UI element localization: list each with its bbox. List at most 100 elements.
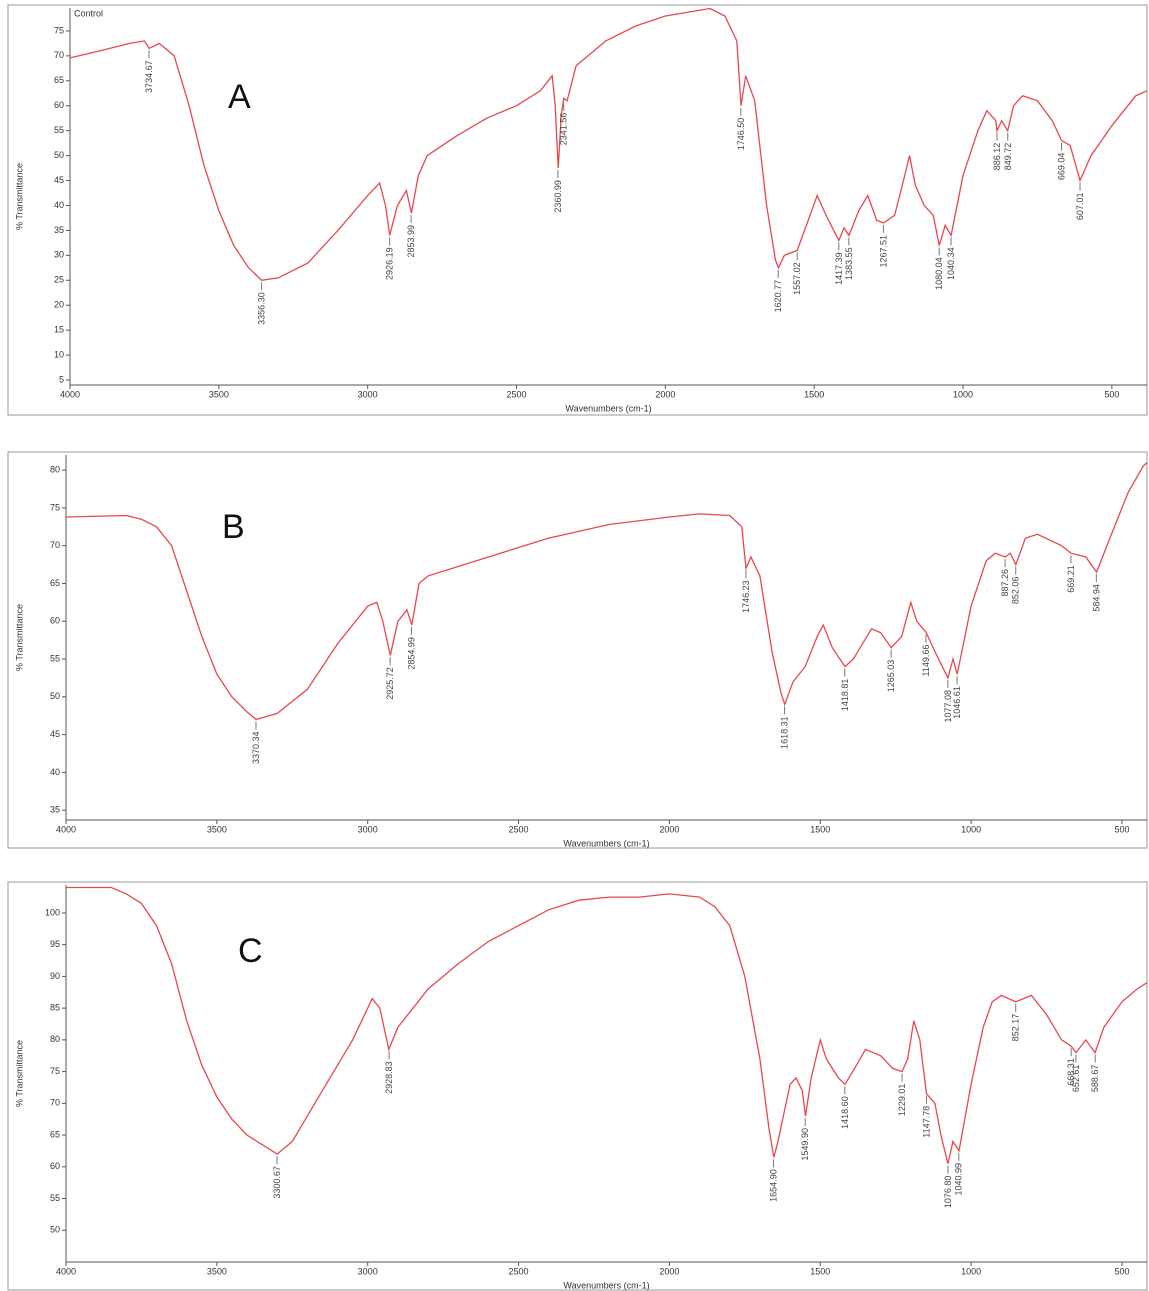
x-axis-label: Wavenumbers (cm-1)	[563, 838, 649, 848]
peak-label: 887.26	[1000, 569, 1010, 597]
peak-label: 1557.02	[792, 262, 802, 295]
x-tick-label: 2000	[655, 389, 675, 399]
x-tick-label: 500	[1104, 389, 1119, 399]
peak-label: 886.12	[992, 143, 1002, 171]
peak-label: 1229.01	[897, 1084, 907, 1117]
panel-frame	[7, 881, 1148, 1291]
y-axis-label: % Transmittance	[14, 163, 24, 230]
y-tick-label: 85	[50, 1003, 60, 1013]
y-tick-label: 60	[50, 616, 60, 626]
peak-label: 652.61	[1071, 1065, 1081, 1093]
peak-label: 2854.99	[406, 637, 416, 670]
peak-label: 669.04	[1057, 153, 1067, 181]
y-tick-label: 30	[54, 250, 64, 260]
peak-label: 1267.51	[878, 235, 888, 268]
y-axis-label: % Transmittance	[14, 604, 24, 671]
y-tick-label: 60	[50, 1161, 60, 1171]
y-tick-label: 70	[50, 1098, 60, 1108]
peak-label: 1746.23	[741, 580, 751, 613]
y-tick-label: 70	[54, 50, 64, 60]
peak-label: 668.31	[1066, 1058, 1076, 1086]
x-tick-label: 2000	[659, 824, 679, 834]
x-tick-label: 1000	[961, 1266, 981, 1276]
x-tick-label: 2500	[509, 824, 529, 834]
peak-label: 2360.99	[553, 180, 563, 213]
peak-label: 852.06	[1011, 577, 1021, 605]
peak-label: 2341.56	[559, 113, 569, 146]
y-tick-label: 65	[50, 1129, 60, 1139]
spectrum-line	[65, 462, 1148, 721]
spectrum-line	[66, 886, 1148, 1164]
x-tick-label: 1500	[804, 389, 824, 399]
y-tick-label: 100	[45, 907, 60, 917]
x-tick-label: 3500	[209, 389, 229, 399]
peak-label: 2853.99	[406, 225, 416, 258]
peak-label: 584.94	[1091, 584, 1101, 612]
y-tick-label: 15	[54, 325, 64, 335]
y-tick-label: 50	[54, 150, 64, 160]
panel-frame	[7, 451, 1148, 849]
y-tick-label: 75	[54, 25, 64, 35]
y-tick-label: 45	[50, 729, 60, 739]
peak-label: 1654.90	[769, 1169, 779, 1202]
panel-frame	[7, 4, 1148, 416]
x-tick-label: 1000	[953, 389, 973, 399]
peak-label: 3356.30	[257, 292, 267, 325]
peak-label: 1383.55	[844, 247, 854, 280]
x-tick-label: 3500	[207, 1266, 227, 1276]
x-tick-label: 1500	[810, 824, 830, 834]
y-tick-label: 55	[50, 1193, 60, 1203]
peak-label: 1620.77	[773, 280, 783, 313]
x-tick-label: 3000	[358, 824, 378, 834]
y-axis-label: % Transmittance	[14, 1040, 24, 1107]
y-tick-label: 65	[54, 75, 64, 85]
peak-label: 588.67	[1090, 1065, 1100, 1093]
peak-label: 607.01	[1075, 193, 1085, 221]
y-tick-label: 95	[50, 939, 60, 949]
peak-label: 1080.04	[934, 257, 944, 290]
x-tick-label: 2500	[509, 1266, 529, 1276]
panel-title: Control	[74, 8, 103, 18]
spectrum-line	[69, 7, 1148, 281]
y-tick-label: 50	[50, 1225, 60, 1235]
peak-label: 1746.50	[736, 118, 746, 151]
panel-letter: C	[238, 932, 263, 970]
y-tick-label: 10	[54, 349, 64, 359]
panel-letter: B	[222, 508, 245, 546]
x-tick-label: 3500	[207, 824, 227, 834]
peak-label: 2928.83	[384, 1061, 394, 1094]
peak-label: 1265.03	[886, 660, 896, 693]
y-tick-label: 75	[50, 1066, 60, 1076]
y-tick-label: 40	[50, 767, 60, 777]
peak-label: 3370.34	[251, 731, 261, 764]
y-tick-label: 65	[50, 578, 60, 588]
y-tick-label: 35	[50, 805, 60, 815]
peak-label: 852.17	[1011, 1014, 1021, 1042]
peak-label: 2926.19	[385, 247, 395, 280]
y-tick-label: 75	[50, 502, 60, 512]
x-tick-label: 2000	[659, 1266, 679, 1276]
peak-label: 1618.31	[780, 716, 790, 749]
peak-label: 1076.80	[943, 1176, 953, 1209]
x-tick-label: 500	[1114, 1266, 1129, 1276]
x-tick-label: 3000	[358, 389, 378, 399]
y-tick-label: 50	[50, 691, 60, 701]
peak-label: 1040.99	[954, 1163, 964, 1196]
peak-label: 849.72	[1003, 143, 1013, 171]
peak-label: 3300.67	[272, 1166, 282, 1199]
y-tick-label: 35	[54, 225, 64, 235]
y-tick-label: 80	[50, 1034, 60, 1044]
x-tick-label: 500	[1114, 824, 1129, 834]
y-tick-label: 45	[54, 175, 64, 185]
peak-label: 1046.61	[952, 686, 962, 719]
y-tick-label: 25	[54, 275, 64, 285]
x-tick-label: 4000	[60, 389, 80, 399]
peak-label: 3734.67	[144, 60, 154, 93]
x-tick-label: 4000	[56, 824, 76, 834]
y-tick-label: 60	[54, 100, 64, 110]
y-tick-label: 55	[50, 653, 60, 663]
y-tick-label: 5	[59, 374, 64, 384]
y-tick-label: 90	[50, 971, 60, 981]
